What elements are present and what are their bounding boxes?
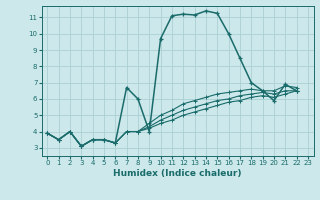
- X-axis label: Humidex (Indice chaleur): Humidex (Indice chaleur): [113, 169, 242, 178]
